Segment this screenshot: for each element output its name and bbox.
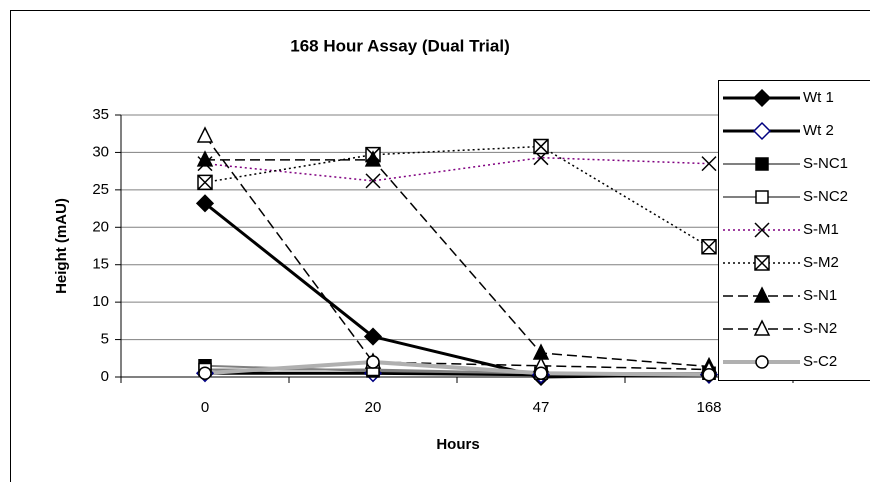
legend-label: S-C2	[803, 353, 837, 370]
x-tick-label: 47	[533, 399, 550, 416]
point-marker	[701, 156, 717, 172]
series-line	[204, 145, 710, 248]
legend-marker	[755, 190, 769, 204]
point-marker	[534, 366, 548, 381]
x-tick-label: 168	[696, 399, 721, 416]
series-line	[204, 360, 710, 377]
legend-marker	[755, 355, 769, 369]
point-marker	[195, 194, 215, 213]
legend-label: Wt 2	[803, 122, 834, 139]
legend-label: S-NC2	[803, 188, 848, 205]
legend-label: S-N1	[803, 287, 837, 304]
chart-title: 168 Hour Assay (Dual Trial)	[290, 36, 510, 55]
legend-marker	[754, 222, 770, 238]
y-tick-label: 20	[92, 218, 109, 235]
point-marker	[533, 138, 549, 155]
legend-marker	[753, 319, 771, 336]
x-tick-label: 0	[201, 399, 209, 416]
legend-marker	[755, 157, 769, 171]
point-marker	[197, 174, 213, 191]
x-tick-label: 20	[365, 399, 382, 416]
y-tick-label: 15	[92, 256, 109, 273]
series-line	[204, 202, 710, 379]
point-marker	[366, 355, 380, 369]
point-marker	[363, 327, 383, 346]
y-axis-label: Height (mAU)	[53, 198, 70, 294]
legend-label: S-M2	[803, 254, 839, 271]
legend-marker	[754, 255, 770, 271]
series-line	[205, 159, 710, 368]
point-marker	[196, 150, 214, 167]
y-tick-label: 25	[92, 181, 109, 198]
legend-label: S-M1	[803, 221, 839, 238]
series-line	[204, 135, 710, 371]
legend-marker	[753, 286, 771, 303]
point-marker	[702, 368, 716, 382]
point-marker	[365, 173, 381, 189]
y-tick-label: 10	[92, 293, 109, 310]
legend-label: Wt 1	[803, 89, 834, 106]
point-marker	[364, 150, 382, 167]
y-tick-label: 30	[92, 143, 109, 160]
legend-label: S-N2	[803, 320, 837, 337]
legend-label: S-NC1	[803, 155, 848, 172]
y-tick-label: 0	[101, 368, 109, 385]
point-marker	[701, 238, 717, 255]
point-marker	[198, 366, 212, 381]
point-marker	[196, 126, 214, 143]
y-tick-label: 5	[101, 331, 109, 348]
legend-marker	[752, 88, 772, 108]
legend-marker	[752, 121, 772, 141]
x-axis-label: Hours	[436, 436, 479, 453]
y-tick-label: 35	[92, 106, 109, 123]
